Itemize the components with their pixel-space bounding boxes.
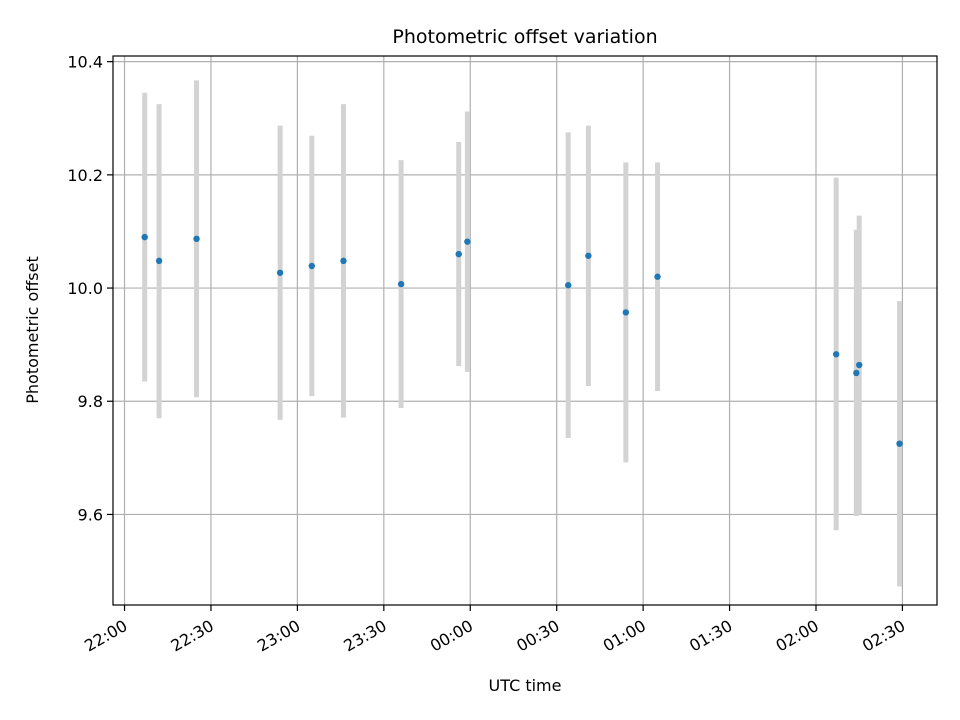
data-point (308, 262, 315, 270)
data-point (455, 250, 462, 258)
data-point (585, 252, 592, 259)
data-point (464, 238, 471, 245)
y-axis-label: Photometric offset (23, 256, 42, 404)
y-axis-ticks: 9.6 9.8 10.0 10.2 10.4 (67, 53, 113, 524)
data-point (654, 273, 661, 280)
y-tick-label: 10.2 (67, 166, 103, 185)
data-points (141, 233, 903, 447)
data-point (276, 269, 284, 276)
data-point (622, 309, 630, 316)
grid-lines (113, 56, 937, 605)
data-point (141, 233, 148, 241)
data-point (155, 257, 163, 265)
data-point (856, 361, 863, 369)
data-point (853, 369, 860, 377)
chart-title: Photometric offset variation (392, 26, 657, 48)
x-axis-label: UTC time (489, 676, 562, 695)
data-point (340, 257, 347, 265)
data-point (896, 440, 903, 447)
data-point (565, 282, 572, 289)
data-point (832, 351, 840, 358)
y-tick-label: 10.0 (67, 279, 103, 298)
y-tick-label: 10.4 (67, 53, 103, 72)
data-point (193, 235, 200, 243)
plot-frame (112, 55, 938, 606)
y-tick-label: 9.6 (78, 505, 103, 524)
data-point (397, 280, 405, 288)
y-tick-label: 9.8 (78, 392, 103, 411)
